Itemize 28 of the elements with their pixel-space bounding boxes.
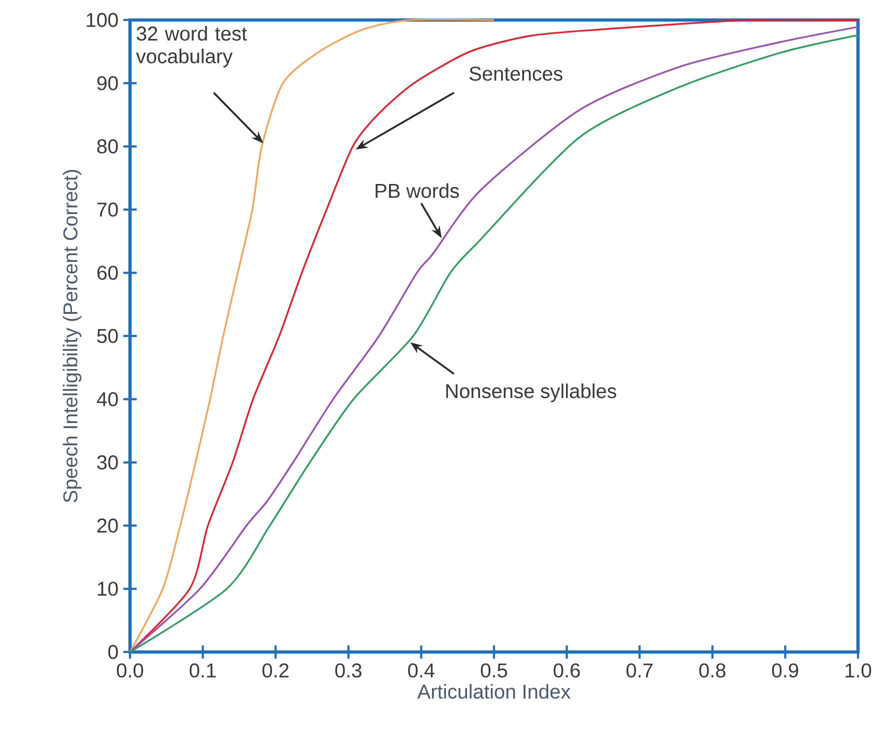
x-tick-label: 0.1 <box>190 663 216 678</box>
y-tick-label: 60 <box>97 266 118 280</box>
x-tick-label: 1.0 <box>846 663 872 678</box>
y-tick-label: 30 <box>97 455 118 470</box>
x-tick-label: 0.2 <box>262 663 289 678</box>
y-tick-label: 50 <box>97 328 118 344</box>
series-label: PB words <box>376 183 459 198</box>
y-tick-label: 40 <box>96 392 118 406</box>
x-tick-label: 0.6 <box>554 663 580 678</box>
y-tick-label: 100 <box>86 12 118 28</box>
y-axis-title: Speech Intelligibility (Percent Correct) <box>62 170 82 502</box>
y-tick-label: 80 <box>97 139 118 154</box>
x-axis-title: Articulation Index <box>417 684 570 699</box>
x-tick-label: 0.0 <box>116 663 144 678</box>
y-tick-label: 70 <box>97 202 118 217</box>
y-tick-label: 90 <box>97 76 118 90</box>
x-tick-label: 0.8 <box>699 663 726 678</box>
y-tick-label: 10 <box>98 582 118 596</box>
series-label: 32 word test vocabulary <box>136 26 247 68</box>
x-tick-label: 0.7 <box>626 663 653 678</box>
text: Nonsense syllables <box>446 384 616 402</box>
series-label: Sentences <box>469 66 562 81</box>
y-tick-label: 20 <box>97 518 118 533</box>
y-tick-label: 0 <box>108 644 118 660</box>
x-tick-label: 0.3 <box>335 663 362 678</box>
x-tick-label: 0.5 <box>480 663 508 678</box>
x-tick-label: 0.9 <box>772 663 798 678</box>
x-tick-label: 0.4 <box>408 663 435 678</box>
